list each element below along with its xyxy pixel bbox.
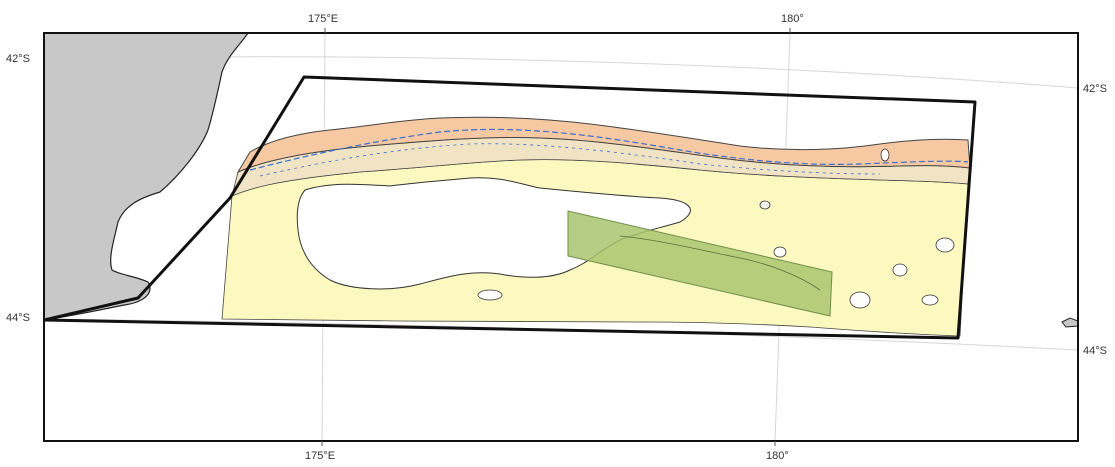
label-lat-42-right: 42°S [1083,83,1107,95]
map-frame [43,32,1079,442]
contour-in-highlight [619,235,821,291]
label-lon-180-top: 180° [781,13,804,25]
label-lon-175-bottom: 175°E [305,450,336,462]
shoal-8 [935,237,955,253]
land-mass [44,33,249,321]
label-lon-180-bottom: 180° [766,450,789,462]
label-lat-44-right: 44°S [1083,345,1107,357]
shoal-4 [921,294,939,306]
shallow-zone [236,116,971,174]
survey-boundary [44,75,977,340]
shoal-3 [892,263,908,277]
label-lon-175-top: 175°E [308,13,339,25]
label-lat-42-left: 42°S [6,53,30,65]
shoal-1 [773,246,787,258]
small-island-east [1061,317,1078,328]
shoal-5 [880,148,890,162]
highlight-area [567,210,833,317]
shoal-7 [849,291,871,309]
label-lat-44-left: 44°S [6,312,30,324]
shoal-6 [477,289,503,301]
ridge-features-2 [259,143,881,177]
ridge-features [249,128,969,171]
shoal-2 [759,200,771,210]
